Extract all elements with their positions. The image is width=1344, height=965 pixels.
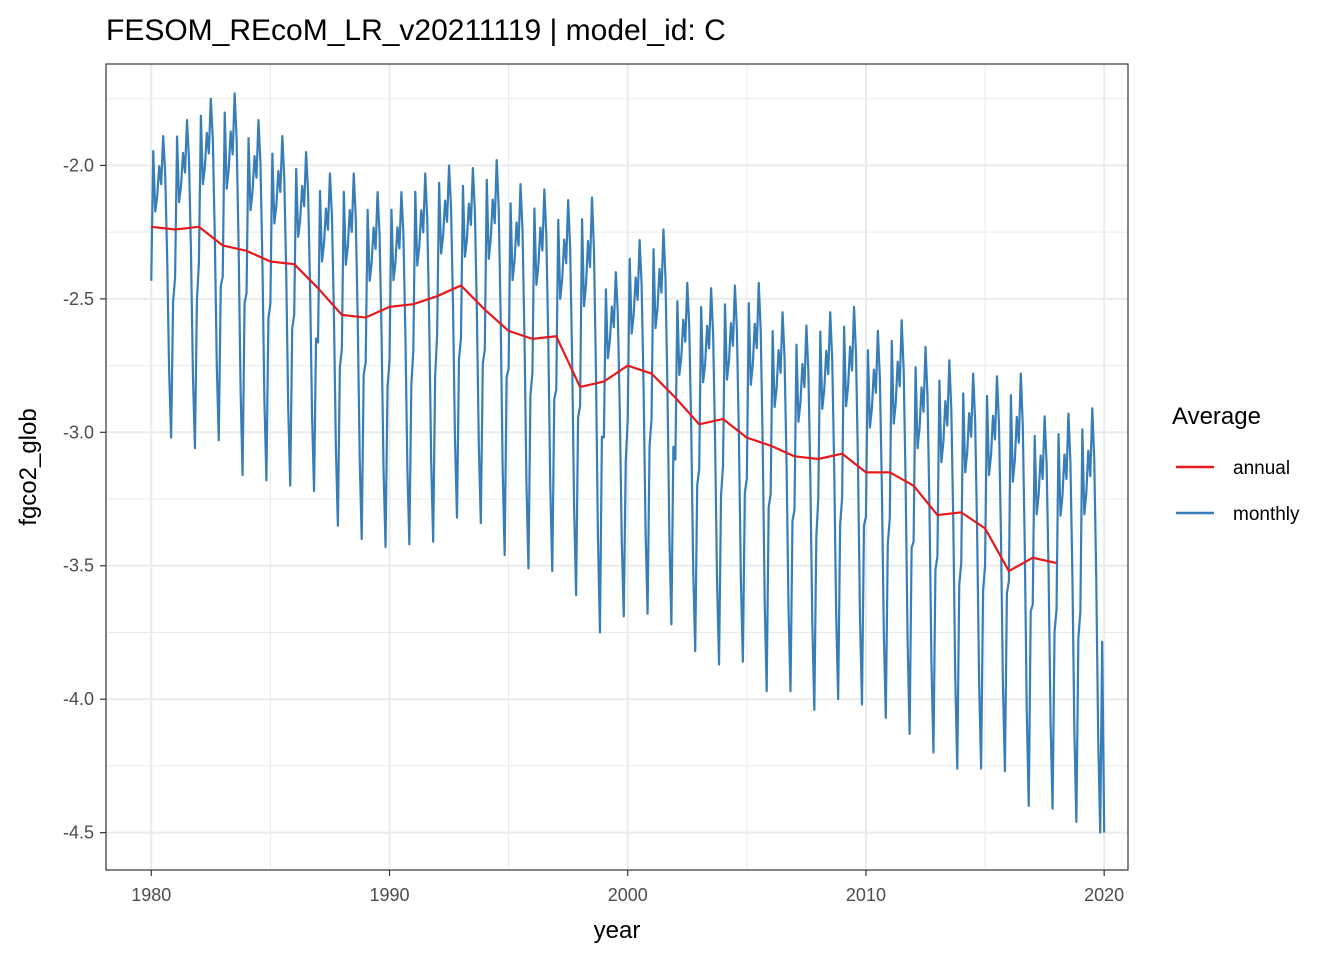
y-tick-label: -2.5	[63, 289, 94, 309]
series-lines	[150, 92, 1106, 834]
x-tick-label: 1980	[131, 885, 171, 905]
y-tick-label: -4.0	[63, 689, 94, 709]
y-tick-label: -3.0	[63, 422, 94, 442]
chart-title: FESOM_REcoM_LR_v20211119 | model_id: C	[106, 14, 726, 47]
plot-border	[105, 63, 1129, 871]
series-annual-line	[151, 225, 1057, 573]
y-tick-label: -4.5	[63, 823, 94, 843]
legend-label-monthly: monthly	[1233, 504, 1300, 525]
legend-title: Average	[1172, 403, 1261, 430]
x-tick-label: 2000	[608, 885, 648, 905]
plot-background	[106, 64, 1128, 870]
x-tick-label: 2010	[846, 885, 886, 905]
x-axis: 1980 1990 2000 2010 2020	[131, 870, 1124, 905]
y-axis-title: fgco2_glob	[15, 408, 42, 525]
legend-label-annual: annual	[1233, 458, 1290, 479]
series-monthly-line	[150, 92, 1106, 834]
y-tick-label: -3.5	[63, 556, 94, 576]
x-tick-label: 2020	[1084, 885, 1124, 905]
plot-panel	[105, 63, 1129, 871]
legend: Average annual monthly	[1172, 403, 1300, 525]
x-tick-label: 1990	[369, 885, 409, 905]
y-axis: -2.0 -2.5 -3.0 -3.5 -4.0 -4.5	[63, 155, 106, 843]
y-tick-label: -2.0	[63, 155, 94, 175]
x-axis-title: year	[594, 917, 641, 944]
